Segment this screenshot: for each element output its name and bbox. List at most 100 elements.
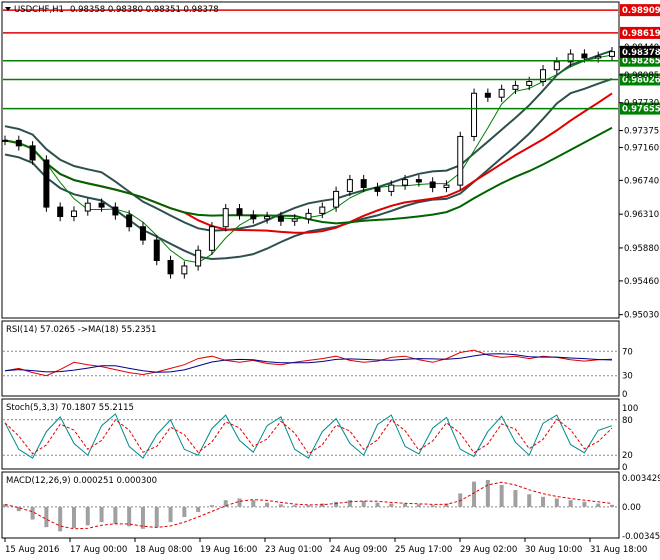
candle-body [43,159,50,208]
candle-body [498,88,505,98]
indicator-tick-label: 100 [622,404,638,414]
candle-body [29,145,36,161]
candle-body [526,81,533,86]
rsi-ma-line [4,353,613,373]
candle-body [264,216,271,220]
dropdown-triangle-icon[interactable] [5,7,11,11]
candle-body [57,206,64,218]
macd-label: MACD(12,26,9) 0.000251 0.000300 [6,476,157,486]
rsi-label: RSI(14) 57.0265 ->MA(18) 55.2351 [6,325,156,335]
price-tick-label: 0.96310 [624,210,659,220]
rsi-plot [3,349,618,377]
price-panel-frame [1,1,620,319]
macd-signal-line [4,481,613,530]
macd-plot [3,479,618,532]
indicator-tick-label: 0.003429 [622,474,660,484]
candle-body [15,139,22,147]
price-tick-label: 0.95880 [624,244,659,254]
candle-body [98,202,105,208]
price-tick-label: 0.97375 [624,127,659,137]
candle-body [277,216,284,222]
candle-body [333,190,340,208]
price-tick-label: 0.97730 [624,99,659,109]
candle-body [540,69,547,82]
level-price-text-2: 0.98265 [622,57,660,67]
candle-body [112,206,119,216]
level-price-tag-3 [620,73,660,86]
price-tick-label: 0.98085 [624,71,659,81]
level-price-text-1: 0.98619 [622,29,660,39]
indicator-tick-label: -0.003452 [622,532,660,542]
price-tick-label: 0.97160 [624,143,659,153]
stoch-plot [3,413,618,459]
candle-body [305,212,312,220]
time-tick-label: 31 Aug 18:00 [590,545,647,555]
candle-body [388,184,395,192]
candle-body [609,51,615,57]
indicator-tick-label: 80 [622,416,633,426]
candle-body [195,249,202,267]
rsi-line [4,349,613,377]
rsi-panel-frame [1,320,620,397]
candle-body [567,53,574,63]
indicator-tick-label: 30 [622,372,633,382]
stoch-label: Stoch(5,3,3) 70.1807 55.2115 [6,403,134,413]
symbol-label: USDCHF,H1 [14,5,64,15]
axes: 0.98909 0.98619 0.98265 0.98026 0.97655 0.983… [4,4,660,555]
level-price-tag-1 [620,26,660,39]
candle-body [595,55,602,59]
candle-body [346,179,353,192]
indicator-tick-label: 70 [622,347,633,357]
time-tick-label: 24 Aug 09:00 [330,545,387,555]
candle-body [181,265,188,275]
stoch-k-line [4,413,613,459]
bollinger-lower-band [4,77,613,261]
candle-body [484,92,491,98]
ohlc-label: 0.98358 0.98380 0.98351 0.98378 [70,5,219,15]
candle-body [360,179,367,188]
level-price-text-4: 0.97655 [622,105,660,115]
symbol-header: USDCHF,H1 0.98358 0.98380 0.98351 0.9837… [5,5,219,15]
level-price-text-3: 0.98026 [622,75,660,85]
indicator-tick-label: 0 [622,463,627,473]
candle-body [457,135,464,186]
candle-body [512,84,519,90]
candle-body [415,179,422,183]
price-tick-label: 0.95030 [624,311,659,321]
price-tick-label: 0.95460 [624,277,659,287]
time-tick-label: 25 Aug 17:00 [395,545,452,555]
candle-body [250,214,257,220]
current-price-tag [620,45,660,58]
level-price-tag-0 [620,4,660,17]
time-tick-label: 18 Aug 08:00 [135,545,192,555]
time-tick-label: 29 Aug 02:00 [460,545,517,555]
candle-body [153,239,160,261]
current-price-text: 0.98378 [622,48,660,58]
candle-body [443,184,450,188]
indicator-tick-label: 0.00 [622,503,641,513]
level-price-tag-4 [620,102,660,115]
time-tick-label: 17 Aug 00:00 [70,545,127,555]
candle-body [374,186,381,192]
indicator-tick-label: 0 [622,390,627,400]
time-tick-label: 23 Aug 01:00 [265,545,322,555]
level-price-tag-2 [620,54,660,67]
candle-body [167,259,174,275]
candle-body [553,61,560,71]
candle-body [236,208,243,216]
candle-body [291,218,298,222]
candle-body [84,202,91,212]
bollinger-upper-band [4,49,613,232]
candle-body [471,92,478,137]
level-price-text-0: 0.98909 [622,6,660,16]
candle-body [126,214,133,228]
time-tick-label: 30 Aug 10:00 [525,545,582,555]
candle-body [2,139,8,142]
candle-body [222,208,229,228]
stoch-signal-line [4,418,613,455]
candle-body [402,179,409,186]
price-tick-label: 0.98440 [624,43,659,53]
candle-body [319,206,326,214]
candle-body [70,210,77,218]
